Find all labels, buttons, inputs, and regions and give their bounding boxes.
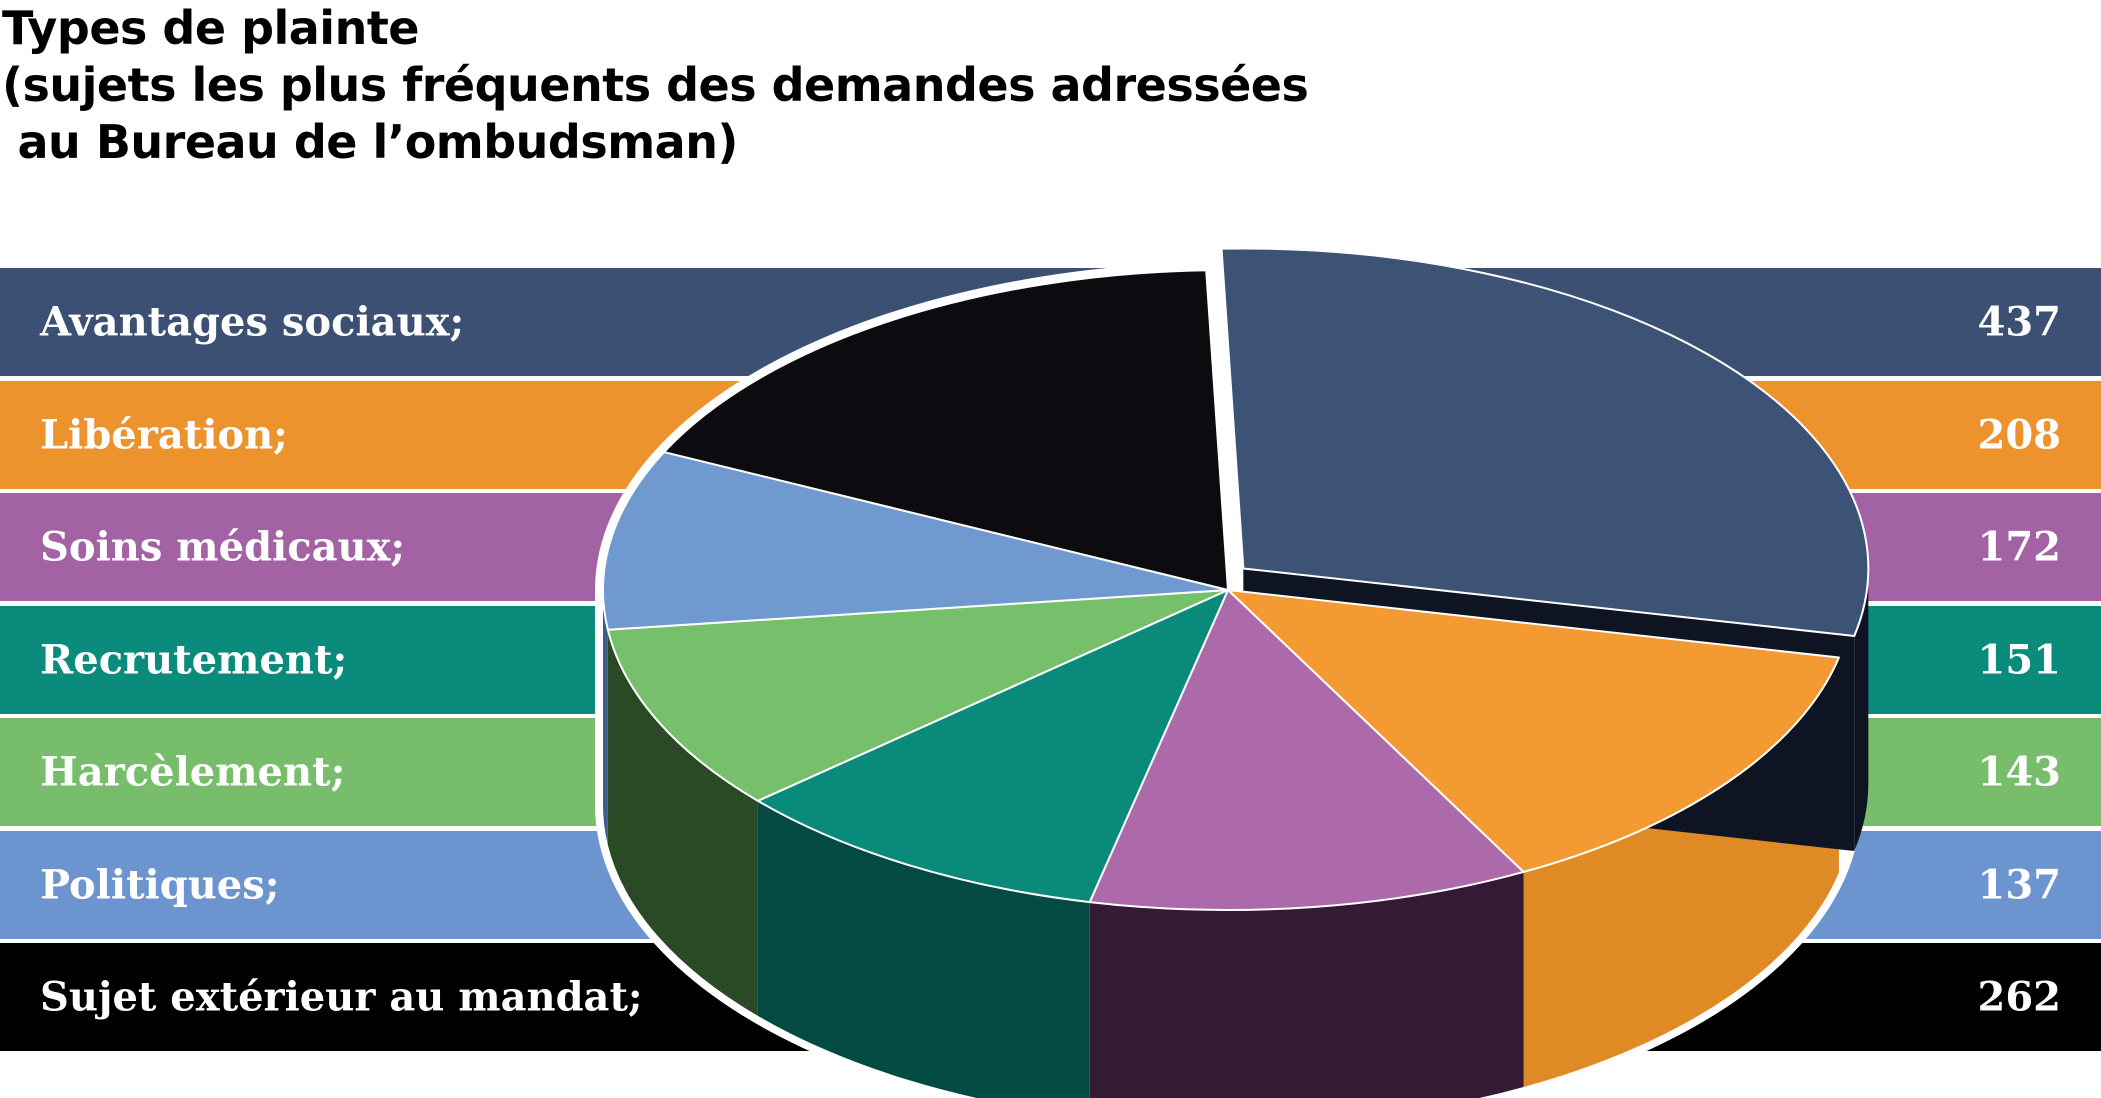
category-label: Recrutement;: [40, 636, 348, 683]
category-value: 143: [1977, 748, 2062, 796]
pie-slice: [756, 589, 1229, 904]
category-label: Avantages sociaux;: [40, 298, 465, 346]
pie-slice: [606, 589, 1229, 802]
chart-title-line-3: au Bureau de l’ombudsman): [2, 115, 739, 169]
category-value: 262: [1977, 973, 2062, 1021]
pie-side-wall: [757, 800, 1090, 1098]
pie-side-wall: [603, 590, 608, 845]
category-label: Libération;: [40, 411, 288, 458]
pie-slice: [1088, 589, 1525, 911]
category-value: 151: [1977, 636, 2062, 683]
chart-title-line-1: Types de plainte: [2, 1, 420, 55]
category-label: Sujet extérieur au mandat;: [40, 973, 643, 1021]
pie-side-wall: [1854, 568, 1869, 851]
pie-side-wall: [1089, 871, 1524, 1098]
category-value: 172: [1977, 523, 2062, 571]
category-value: 208: [1977, 411, 2062, 458]
chart-title: Types de plainte (sujets les plus fréque…: [2, 0, 1309, 171]
pie-slice: [663, 269, 1229, 591]
pie-slice: [1220, 247, 1870, 637]
chart-title-line-2: (sujets les plus fréquents des demandes …: [2, 58, 1309, 112]
category-label: Politiques;: [40, 861, 280, 908]
pie-side-wall: [607, 629, 758, 1016]
pie-slice: [602, 451, 1229, 631]
category-label: Harcèlement;: [40, 748, 346, 796]
category-value: 137: [1977, 861, 2062, 908]
pie-slice: [1227, 589, 1840, 873]
category-value: 437: [1977, 298, 2062, 346]
category-label: Soins médicaux;: [40, 523, 406, 571]
